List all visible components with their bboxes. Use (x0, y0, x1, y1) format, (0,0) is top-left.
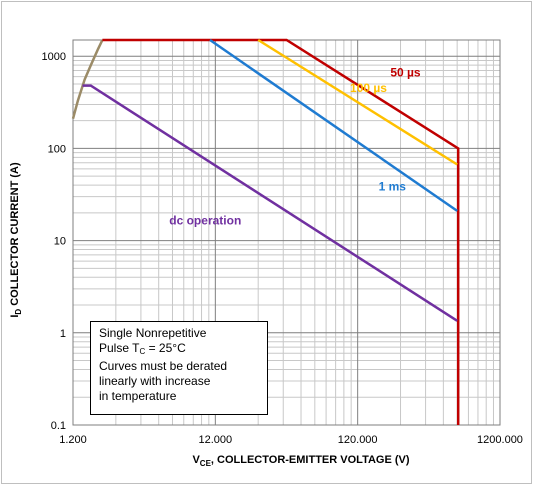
note-line-3: Curves must be derated (99, 359, 228, 373)
x-tick-label: 1.200 (59, 434, 87, 446)
series-annotation: 1 ms (379, 179, 407, 193)
series-annotation: 50 µs (390, 66, 421, 80)
series-annotation: dc operation (169, 213, 241, 227)
series-line-1 (71, 39, 104, 120)
series-annotation: 100 µs (350, 81, 387, 95)
y-tick-label: 0.1 (51, 420, 66, 432)
y-axis-title: ID COLLECTOR CURRENT (A) (9, 162, 23, 318)
series-line-4 (209, 38, 458, 212)
note-line-1: Single Nonrepetitive (99, 326, 207, 340)
note-line-4: linearly with increase (99, 374, 211, 388)
series-line-3 (257, 38, 458, 166)
note-line-2: Pulse TC = 25°C (99, 341, 186, 356)
y-tick-label: 1 (60, 328, 66, 340)
y-tick-label: 10 (54, 236, 66, 248)
series-layer (71, 38, 460, 425)
conditions-note: Single Nonrepetitive Pulse TC = 25°C Cur… (90, 321, 268, 415)
series-line-2 (102, 38, 460, 425)
x-axis-title: VCE, COLLECTOR-EMITTER VOLTAGE (V) (192, 454, 409, 468)
y-tick-label: 100 (48, 143, 66, 155)
x-tick-label: 12.000 (199, 434, 233, 446)
y-tick-labels: 0.1 1 10 100 1000 (42, 51, 66, 432)
x-tick-label: 120.000 (338, 434, 378, 446)
x-tick-labels: 1.200 12.000 120.000 1200.000 (59, 434, 523, 446)
y-tick-label: 1000 (42, 51, 66, 63)
series-line-5 (82, 84, 458, 322)
x-tick-label: 1200.000 (477, 434, 523, 446)
note-line-5: in temperature (99, 389, 177, 403)
